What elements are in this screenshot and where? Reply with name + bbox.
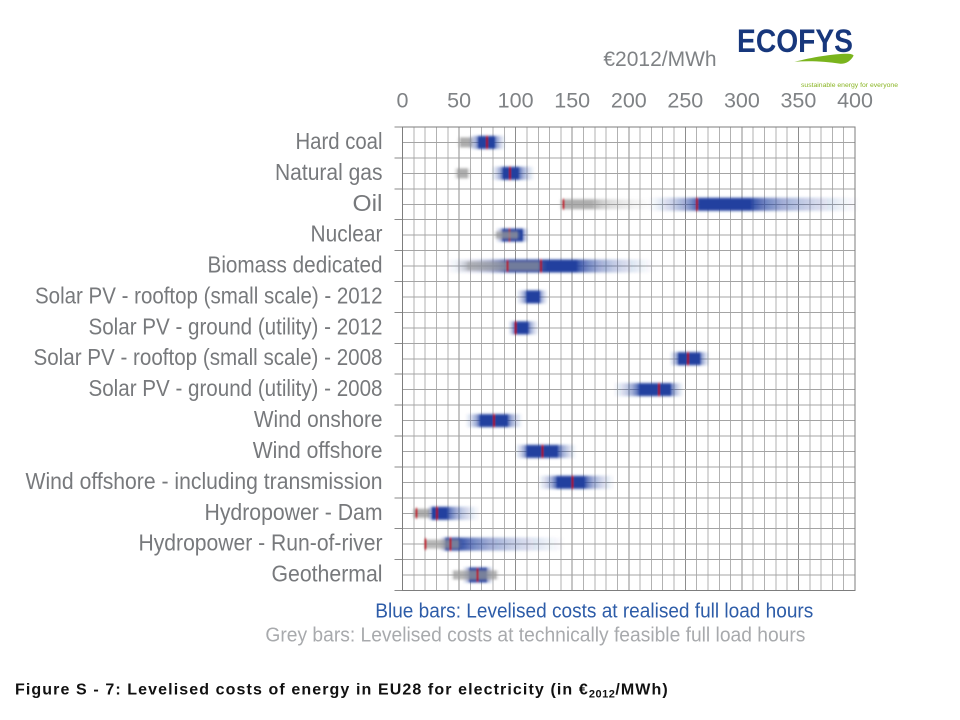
svg-text:300: 300 [724, 89, 760, 113]
svg-text:Natural gas: Natural gas [275, 159, 383, 185]
svg-text:350: 350 [780, 89, 816, 113]
svg-text:Hydropower - Dam: Hydropower - Dam [205, 499, 383, 525]
svg-text:250: 250 [667, 89, 703, 113]
svg-text:Solar PV - ground (utility) -: Solar PV - ground (utility) - 2012 [89, 313, 383, 339]
svg-text:Wind offshore - including tran: Wind offshore - including transmission [26, 468, 383, 494]
svg-text:Oil: Oil [353, 190, 383, 216]
svg-text:Solar PV - rooftop (small scal: Solar PV - rooftop (small scale) - 2008 [34, 344, 383, 370]
svg-text:50: 50 [447, 89, 471, 113]
svg-text:Hydropower - Run-of-river: Hydropower - Run-of-river [139, 530, 383, 556]
svg-text:Wind onshore: Wind onshore [254, 406, 383, 432]
svg-text:Blue bars: Levelised costs at: Blue bars: Levelised costs at realised f… [375, 601, 813, 623]
svg-text:Figure S - 7: Levelised costs: Figure S - 7: Levelised costs of energy … [15, 682, 669, 701]
svg-text:100: 100 [498, 89, 534, 113]
svg-text:200: 200 [611, 89, 647, 113]
svg-text:ECOFYS: ECOFYS [737, 23, 853, 59]
svg-text:Solar PV - rooftop (small scal: Solar PV - rooftop (small scale) - 2012 [35, 282, 383, 308]
svg-text:sustainable energy for everyon: sustainable energy for everyone [801, 82, 898, 89]
svg-text:Grey bars: Levelised costs at: Grey bars: Levelised costs at technicall… [265, 625, 805, 647]
svg-text:Biomass dedicated: Biomass dedicated [208, 252, 383, 278]
svg-text:Geothermal: Geothermal [272, 561, 383, 587]
svg-text:0: 0 [397, 89, 409, 113]
svg-text:Hard coal: Hard coal [296, 128, 383, 154]
svg-text:Solar PV - ground (utility) -: Solar PV - ground (utility) - 2008 [89, 375, 383, 401]
svg-text:€2012/MWh: €2012/MWh [603, 48, 716, 71]
svg-text:150: 150 [554, 89, 590, 113]
svg-text:Nuclear: Nuclear [311, 221, 383, 247]
svg-text:Wind offshore: Wind offshore [253, 437, 383, 463]
svg-text:400: 400 [837, 89, 873, 113]
